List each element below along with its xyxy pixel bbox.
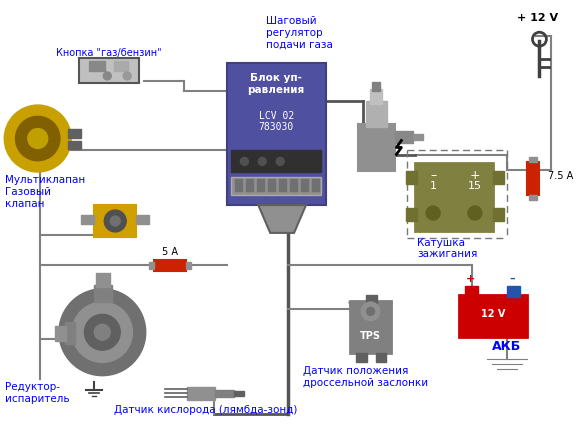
Bar (415, 163, 493, 231)
Bar (97, 273, 110, 287)
Bar (301, 179, 308, 191)
Text: Шаговый
регулятор
подачи газа: Шаговый регулятор подачи газа (266, 16, 333, 49)
Bar (493, 171, 503, 184)
Text: АКБ: АКБ (492, 340, 521, 353)
Bar (369, 89, 383, 104)
Bar (355, 353, 366, 362)
Bar (149, 262, 154, 269)
Text: –: – (430, 169, 436, 182)
Text: Блок уп-
равления: Блок уп- равления (247, 73, 305, 94)
Bar (246, 179, 253, 191)
Bar (459, 295, 527, 337)
Text: Датчик положения
дроссельной заслонки: Датчик положения дроссельной заслонки (303, 366, 428, 388)
Bar (94, 205, 136, 237)
Bar (235, 179, 242, 191)
Text: Катушка
зажигания: Катушка зажигания (417, 238, 477, 260)
Text: Кнопка "газ/бензин": Кнопка "газ/бензин" (57, 48, 162, 58)
Circle shape (110, 216, 120, 226)
Text: +: + (469, 169, 480, 182)
Circle shape (276, 157, 284, 165)
Circle shape (103, 72, 112, 80)
Bar (493, 208, 503, 221)
Circle shape (60, 290, 145, 375)
Bar (65, 323, 75, 344)
Bar (214, 390, 235, 397)
Bar (136, 215, 149, 224)
Bar (90, 61, 105, 71)
Circle shape (72, 302, 132, 362)
Circle shape (104, 210, 126, 232)
Bar (528, 195, 538, 200)
Bar (290, 179, 297, 191)
Bar (68, 128, 81, 138)
Bar (94, 284, 112, 302)
Text: 15: 15 (468, 181, 482, 191)
Text: Мультиклапан: Мультиклапан (5, 175, 85, 185)
Bar (528, 157, 538, 163)
Bar (114, 61, 128, 71)
Text: Датчик кислорода (лямбда-зонд): Датчик кислорода (лямбда-зонд) (114, 405, 298, 415)
Bar (413, 134, 423, 139)
Bar (81, 215, 94, 224)
Bar (312, 179, 319, 191)
Bar (154, 260, 186, 271)
Circle shape (426, 206, 440, 220)
Bar (350, 302, 391, 353)
Circle shape (123, 72, 131, 80)
Bar (406, 208, 417, 221)
Bar (55, 326, 65, 341)
Circle shape (5, 106, 71, 171)
Bar (187, 387, 214, 400)
Text: –: – (510, 274, 516, 284)
Bar (465, 285, 478, 298)
Bar (527, 163, 539, 195)
Bar (507, 285, 520, 298)
Bar (366, 295, 376, 303)
FancyBboxPatch shape (231, 177, 321, 195)
Circle shape (94, 324, 110, 340)
Circle shape (258, 157, 266, 165)
Bar (366, 101, 387, 127)
Text: + 12 V: + 12 V (517, 14, 558, 23)
Circle shape (16, 117, 60, 160)
Text: Редуктор-
испаритель: Редуктор- испаритель (5, 382, 69, 403)
Bar (268, 179, 275, 191)
Text: TPS: TPS (360, 331, 381, 341)
Bar (358, 124, 395, 171)
Bar (68, 141, 81, 149)
Text: 5 А: 5 А (162, 247, 178, 257)
Circle shape (240, 157, 249, 165)
Text: LCV 02
783030: LCV 02 783030 (258, 111, 294, 132)
Bar (372, 82, 380, 91)
Bar (279, 179, 286, 191)
Text: 12 V: 12 V (480, 309, 505, 319)
Bar (395, 131, 413, 142)
Bar (376, 353, 387, 362)
Text: Газовый
клапан: Газовый клапан (5, 187, 51, 209)
Circle shape (362, 302, 380, 320)
FancyBboxPatch shape (227, 63, 326, 205)
Bar (235, 391, 244, 396)
Circle shape (366, 307, 375, 316)
Bar (257, 179, 264, 191)
Text: 1: 1 (429, 181, 436, 191)
Text: 7.5 А: 7.5 А (549, 171, 573, 181)
Bar (186, 262, 191, 269)
Circle shape (84, 314, 120, 350)
Bar (406, 171, 417, 184)
Circle shape (28, 128, 48, 149)
Polygon shape (258, 205, 306, 233)
FancyBboxPatch shape (80, 58, 139, 83)
Circle shape (468, 206, 482, 220)
FancyBboxPatch shape (231, 150, 321, 172)
Text: +: + (466, 274, 476, 284)
